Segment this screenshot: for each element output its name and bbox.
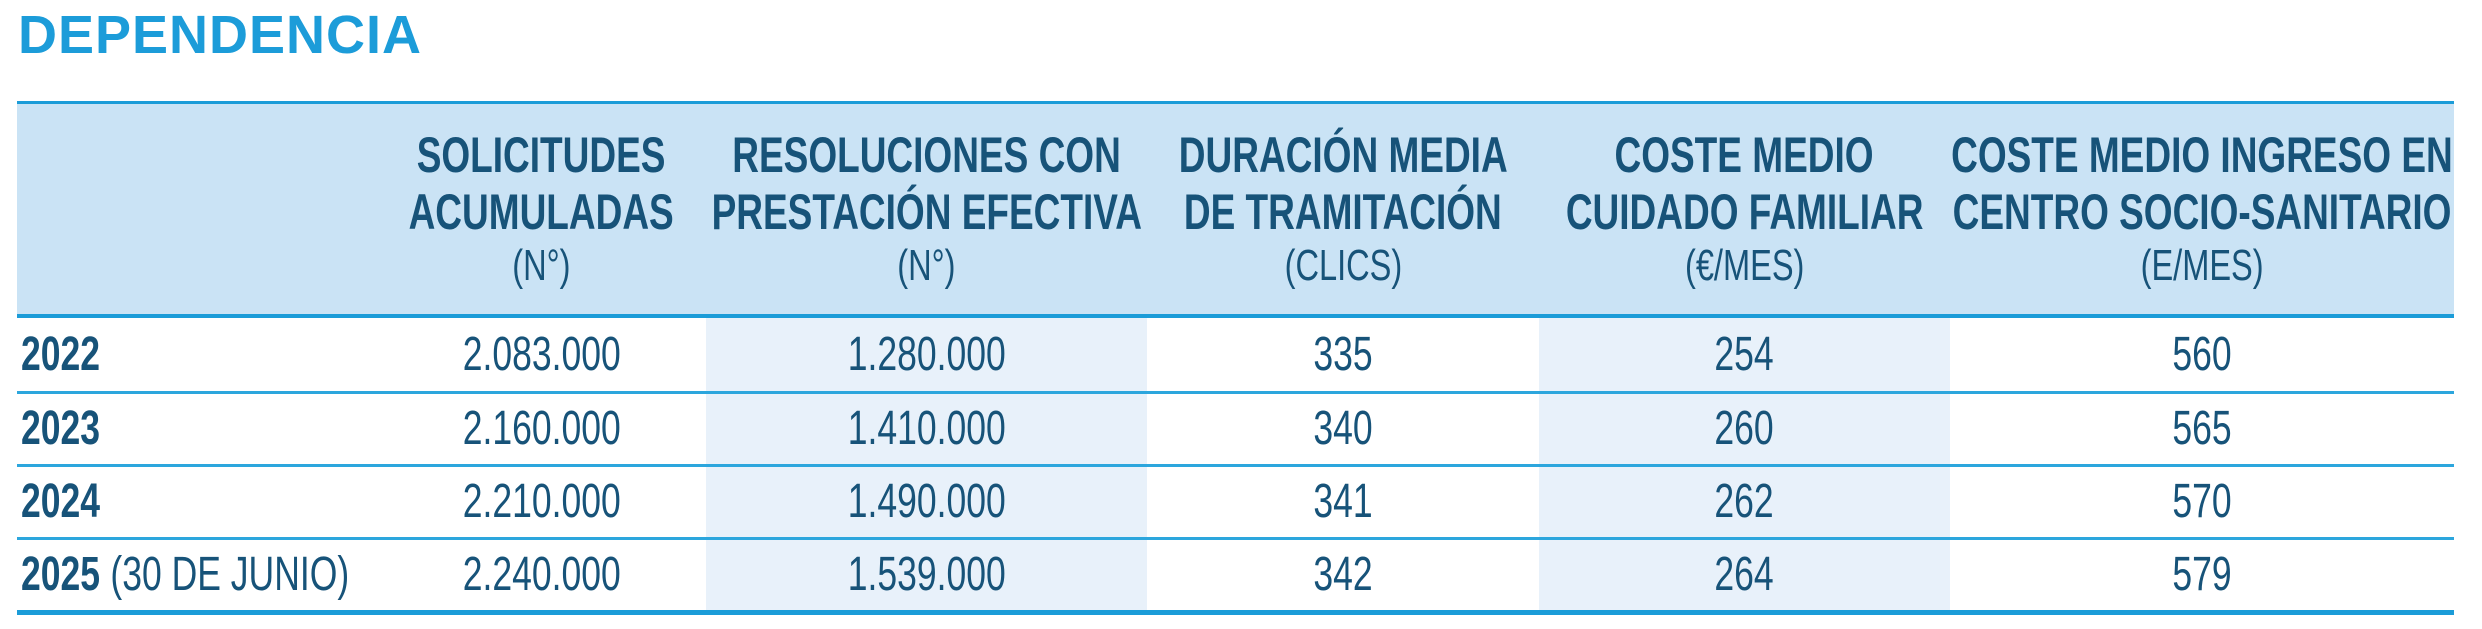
year-label: 2023: [21, 402, 101, 455]
header-cell-coste-familiar: COSTE MEDIO CUIDADO FAMILIAR (€/MES): [1539, 104, 1950, 314]
table-body: 2022 2.083.000 1.280.000 335 254 560 202…: [17, 318, 2454, 615]
value-coste-centro: 579: [2172, 548, 2232, 601]
column-unit: (E/MES): [2140, 241, 2264, 290]
column-title-line: RESOLUCIONES CON: [732, 127, 1121, 183]
value-resoluciones: 1.410.000: [847, 402, 1006, 455]
dependencia-table: SOLICITUDES ACUMULADAS (N°) RESOLUCIONES…: [17, 101, 2454, 615]
column-title-line: CUIDADO FAMILIAR: [1565, 184, 1924, 240]
column-unit: (CLICS): [1284, 241, 1402, 290]
value-coste-familiar: 260: [1714, 402, 1775, 455]
page-title: DEPENDENCIA: [18, 5, 423, 65]
year-cell: 2024: [17, 478, 377, 526]
column-title-line: COSTE MEDIO INGRESO EN: [1951, 127, 2453, 183]
value-coste-centro: 565: [2172, 402, 2232, 455]
value-coste-familiar: 262: [1714, 475, 1775, 528]
column-title-line: COSTE MEDIO: [1614, 127, 1875, 183]
table-row-2022: 2022 2.083.000 1.280.000 335 254 560: [17, 318, 2454, 391]
value-duracion: 341: [1313, 475, 1373, 528]
table-row-2023: 2023 2.160.000 1.410.000 340 260 565: [17, 391, 2454, 464]
value-duracion: 335: [1313, 327, 1373, 381]
year-label: 2024: [21, 475, 101, 528]
column-unit: (€/MES): [1684, 241, 1805, 290]
value-resoluciones: 1.490.000: [847, 475, 1006, 528]
value-coste-familiar: 264: [1714, 548, 1775, 601]
table-row-2024: 2024 2.210.000 1.490.000 341 262 570: [17, 464, 2454, 537]
value-coste-centro: 570: [2172, 475, 2232, 528]
column-title-line: ACUMULADAS: [408, 184, 675, 240]
year-label: 2025: [21, 548, 101, 601]
value-coste-centro: 560: [2172, 327, 2232, 381]
column-title-line: SOLICITUDES: [417, 127, 666, 183]
value-resoluciones: 1.539.000: [847, 548, 1006, 601]
column-unit: (N°): [512, 241, 571, 290]
value-solicitudes: 2.083.000: [462, 327, 621, 381]
column-title-line: PRESTACIÓN EFECTIVA: [711, 184, 1142, 240]
header-cell-coste-centro: COSTE MEDIO INGRESO EN CENTRO SOCIO-SANI…: [1950, 104, 2454, 314]
year-cell: 2025 (30 DE JUNIO): [17, 551, 377, 599]
value-duracion: 342: [1313, 548, 1373, 601]
year-cell: 2023: [17, 405, 377, 453]
value-resoluciones: 1.280.000: [847, 327, 1006, 381]
column-title-line: DE TRAMITACIÓN: [1184, 184, 1502, 240]
table-row-2025: 2025 (30 DE JUNIO) 2.240.000 1.539.000 34…: [17, 537, 2454, 610]
year-cell: 2022: [17, 327, 377, 381]
header-cell-solicitudes: SOLICITUDES ACUMULADAS (N°): [377, 104, 706, 314]
column-title-line: DURACIÓN MEDIA: [1178, 127, 1508, 183]
table-header-row: SOLICITUDES ACUMULADAS (N°) RESOLUCIONES…: [17, 101, 2454, 318]
header-cell-duracion: DURACIÓN MEDIA DE TRAMITACIÓN (CLICS): [1147, 104, 1539, 314]
column-unit: (N°): [897, 241, 956, 290]
year-label: 2022: [21, 327, 101, 381]
header-cell-year: [17, 104, 377, 314]
value-duracion: 340: [1313, 402, 1373, 455]
value-solicitudes: 2.210.000: [462, 475, 621, 528]
header-cell-resoluciones: RESOLUCIONES CON PRESTACIÓN EFECTIVA (N°…: [706, 104, 1147, 314]
value-coste-familiar: 254: [1714, 327, 1775, 381]
value-solicitudes: 2.160.000: [462, 402, 621, 455]
column-title-line: CENTRO SOCIO-SANITARIO: [1952, 184, 2452, 240]
year-note: (30 DE JUNIO): [110, 548, 350, 601]
value-solicitudes: 2.240.000: [462, 548, 621, 601]
